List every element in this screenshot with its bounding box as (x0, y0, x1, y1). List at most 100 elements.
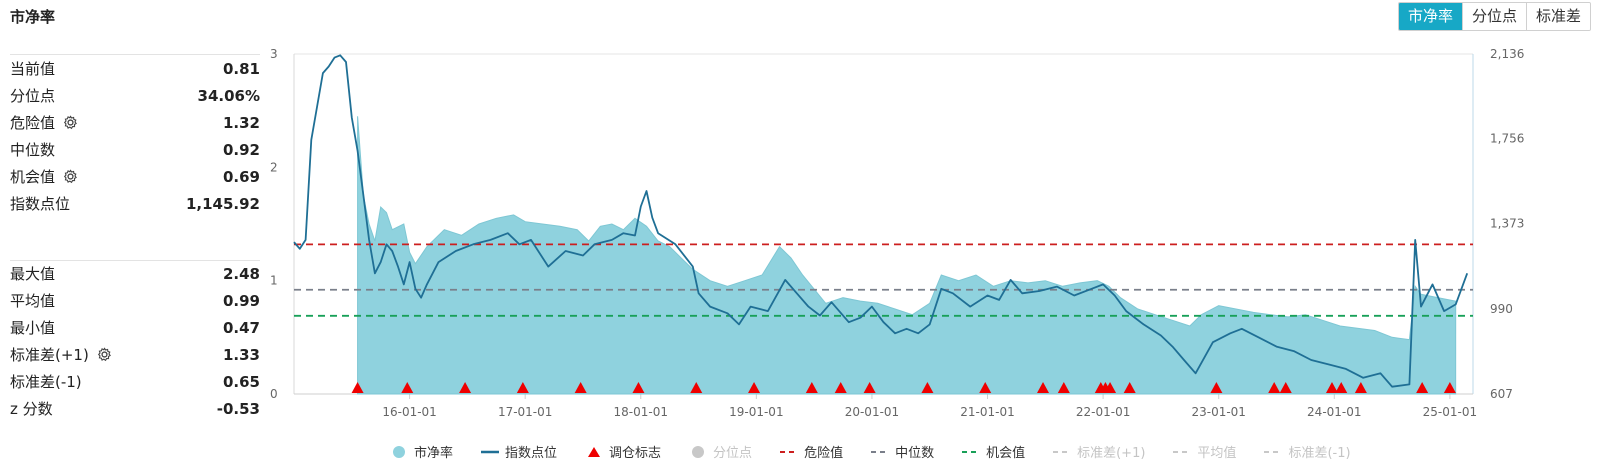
rebalance-marker (459, 382, 472, 393)
stat-label: 机会值 (10, 166, 78, 187)
divider (10, 260, 260, 261)
legend-item[interactable]: 分位点 (689, 442, 752, 461)
stat-label: 指数点位 (10, 193, 70, 214)
stat-label: 标准差(+1) (10, 344, 112, 365)
rebalance-marker (1123, 382, 1136, 393)
gear-icon[interactable] (63, 169, 78, 184)
legend-item[interactable]: 危险值 (780, 442, 843, 461)
page-title: 市净率 (10, 8, 56, 26)
stat-label-text: 指数点位 (10, 195, 71, 213)
stat-row: 平均值 0.99 (10, 287, 260, 314)
rebalance-marker (979, 382, 992, 393)
stat-row: 分位点 34.06% (10, 82, 260, 109)
stat-value: 0.47 (222, 318, 260, 337)
legend-triangle-icon (588, 446, 601, 457)
rebalance-marker (805, 382, 818, 393)
stat-label-text: 最大值 (10, 265, 56, 283)
rebalance-marker (1268, 382, 1281, 393)
stats-panel-bottom: 最大值 2.48 平均值 0.99 最小值 0.47 标准差(+1) 1.33 标准差(-1) 0… (10, 260, 260, 422)
legend-label: 机会值 (986, 446, 1026, 461)
left-tick-label: 0 (270, 387, 278, 401)
stat-label: 平均值 (10, 290, 55, 311)
stat-label-text: 最小值 (10, 319, 56, 337)
stat-value: -0.53 (216, 399, 260, 418)
stat-label-text: 标准差(+1) (10, 346, 89, 364)
x-tick-label: 23-01-01 (1191, 405, 1245, 419)
stat-label: z 分数 (10, 398, 53, 419)
legend-item[interactable]: 机会值 (962, 442, 1025, 461)
legend-dash-icon (1053, 450, 1072, 453)
stat-label-text: 中位数 (10, 141, 56, 159)
stat-label-text: 标准差(-1) (10, 373, 82, 391)
gear-icon[interactable] (63, 115, 78, 130)
x-tick-label: 25-01-01 (1423, 405, 1477, 419)
tab-stddev[interactable]: 标准差 (1525, 3, 1590, 30)
tab-pb[interactable]: 市净率 (1398, 3, 1462, 30)
rebalance-marker (1279, 382, 1292, 393)
legend-item[interactable]: 中位数 (871, 442, 934, 461)
rebalance-marker (1057, 382, 1070, 393)
rebalance-marker (516, 382, 529, 393)
legend-label: 危险值 (804, 446, 844, 461)
x-tick-label: 16-01-01 (382, 405, 436, 419)
rebalance-marker (1037, 382, 1050, 393)
x-tick-label: 22-01-01 (1076, 405, 1130, 419)
rebalance-marker (863, 382, 876, 393)
left-tick-label: 3 (270, 47, 278, 61)
legend-label: 市净率 (414, 446, 454, 461)
x-tick-label: 20-01-01 (845, 405, 899, 419)
x-tick-label: 24-01-01 (1307, 405, 1361, 419)
stat-row: 最小值 0.47 (10, 314, 260, 341)
stat-row: 危险值 1.32 (10, 109, 260, 136)
stat-label-text: 机会值 (10, 168, 56, 186)
index-line-series (293, 54, 1469, 388)
stat-label-text: 分位点 (10, 87, 56, 105)
rebalance-marker (1210, 382, 1223, 393)
legend-line-icon (481, 450, 500, 453)
legend-item[interactable]: 标准差(+1) (1053, 442, 1145, 461)
legend-label: 分位点 (713, 446, 753, 461)
legend-dash-icon (1173, 450, 1192, 453)
tab-percentile[interactable]: 分位点 (1461, 3, 1526, 30)
legend-item[interactable]: 平均值 (1173, 442, 1236, 461)
stat-label: 分位点 (10, 85, 55, 106)
rebalance-marker (1325, 382, 1338, 393)
legend-dot-icon (393, 445, 405, 458)
metric-tab-group: 市净率 分位点 标准差 (1397, 2, 1591, 31)
stat-value: 0.99 (222, 291, 260, 310)
left-tick-label: 2 (270, 160, 278, 174)
legend-dash-icon (871, 450, 890, 453)
gear-icon[interactable] (97, 347, 112, 362)
rebalance-marker (574, 382, 587, 393)
right-tick-label: 607 (1490, 387, 1513, 401)
stat-value: 1,145.92 (185, 194, 260, 213)
legend-item[interactable]: 调仓标志 (585, 442, 661, 461)
legend-dash-icon (1264, 450, 1283, 453)
legend-label: 指数点位 (505, 446, 558, 461)
stat-row: 机会值 0.69 (10, 163, 260, 190)
legend-item[interactable]: 指数点位 (481, 442, 557, 461)
rebalance-marker (834, 382, 847, 393)
rebalance-marker (921, 382, 934, 393)
rebalance-marker (351, 382, 364, 393)
rebalance-marker (1335, 382, 1348, 393)
stat-value: 0.81 (222, 59, 260, 78)
stat-label-text: 当前值 (10, 60, 56, 78)
stat-value: 0.65 (222, 372, 260, 391)
right-tick-label: 1,373 (1490, 217, 1524, 231)
rebalance-marker (1104, 382, 1117, 393)
legend-item[interactable]: 市净率 (390, 442, 453, 461)
stat-label: 当前值 (10, 58, 55, 79)
legend-item[interactable]: 标准差(-1) (1264, 442, 1351, 461)
rebalance-marker (1416, 382, 1429, 393)
stat-value: 2.48 (222, 264, 260, 283)
stat-label-text: 危险值 (10, 114, 56, 132)
legend-dash-icon (962, 450, 981, 453)
legend-dot-icon (692, 445, 705, 458)
x-tick-label: 21-01-01 (960, 405, 1014, 419)
rebalance-marker (401, 382, 414, 393)
stat-row: 指数点位 1,145.92 (10, 190, 260, 217)
stat-label: 中位数 (10, 139, 55, 160)
stat-label: 最小值 (10, 317, 55, 338)
stat-value: 0.92 (222, 140, 260, 159)
